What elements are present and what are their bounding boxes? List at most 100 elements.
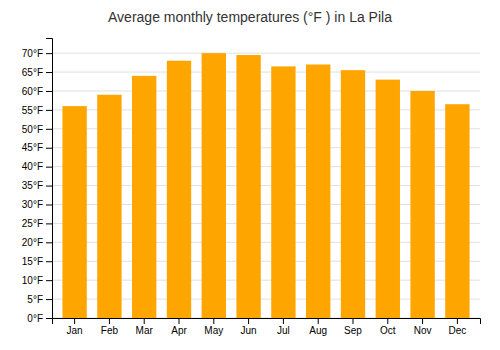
x-tick: Feb — [101, 318, 119, 336]
y-tick: 5°F — [27, 294, 52, 305]
x-tick-label: Jun — [241, 325, 257, 336]
y-tick-label: 0°F — [27, 313, 43, 324]
x-tick: Jan — [67, 318, 83, 336]
bar — [376, 80, 400, 318]
y-tick-mark — [46, 110, 52, 111]
y-tick-mark — [46, 299, 52, 300]
x-tick: Aug — [309, 318, 327, 336]
x-tick: Mar — [136, 318, 154, 336]
x-tick-label: Jul — [277, 325, 290, 336]
y-tick-label: 60°F — [22, 86, 43, 97]
title: Average monthly temperatures (°F ) in La… — [108, 9, 392, 25]
y-tick-label: 50°F — [22, 124, 43, 135]
y-tick-mark — [46, 91, 52, 92]
y-tick-mark — [46, 186, 52, 187]
y-tick: 60°F — [22, 86, 52, 97]
y-tick: 50°F — [22, 124, 52, 135]
y-tick: 0°F — [27, 313, 52, 324]
x-tick-label: Feb — [101, 325, 119, 336]
x-tick-label: Nov — [414, 325, 432, 336]
x-tick: Jun — [241, 318, 257, 336]
y-tick-mark — [46, 148, 52, 149]
y-tick-label: 15°F — [22, 256, 43, 267]
x-tick: Dec — [448, 318, 466, 336]
y-tick-mark — [46, 242, 52, 243]
y-tick-mark — [46, 280, 52, 281]
x-tick: Nov — [414, 318, 432, 336]
y-tick-label: 20°F — [22, 237, 43, 248]
x-tick-mark — [109, 318, 110, 324]
bar — [445, 104, 469, 318]
x-tick-mark — [457, 318, 458, 324]
x-tick-mark — [144, 318, 145, 324]
bar — [306, 64, 330, 318]
y-axis: 0°F 5°F 10°F 15°F 20°F 25°F 30°F 35°F 40°F 45°F 50… — [22, 39, 53, 324]
chart: 0°F 5°F 10°F 15°F 20°F 25°F 30°F 35°F 40°F 45°F 50… — [0, 0, 500, 350]
y-tick-label: 45°F — [22, 142, 43, 153]
y-tick-mark — [46, 53, 52, 54]
x-tick-mark — [352, 318, 353, 324]
x-tick-label: Mar — [136, 325, 154, 336]
y-tick-label: 55°F — [22, 105, 43, 116]
x-tick-label: Oct — [380, 325, 396, 336]
x-tick-label: Aug — [309, 325, 327, 336]
bar — [167, 61, 191, 318]
y-tick: 65°F — [22, 67, 52, 78]
x-axis: Jan Feb Mar Apr May Jun Jul Aug Sep Oct Nov Dec — [53, 318, 481, 336]
y-tick-mark — [46, 72, 52, 73]
y-tick-mark — [46, 129, 52, 130]
y-tick: 55°F — [22, 105, 52, 116]
y-tick-label: 25°F — [22, 218, 43, 229]
bars — [62, 53, 469, 318]
y-tick: 40°F — [22, 161, 52, 172]
x-tick-mark — [74, 318, 75, 324]
bar — [202, 53, 226, 318]
y-tick: 10°F — [22, 275, 52, 286]
y-tick-mark — [46, 223, 52, 224]
bar — [132, 76, 156, 318]
x-tick-label: Apr — [171, 325, 187, 336]
y-tick-label: 65°F — [22, 67, 43, 78]
x-tick-mark — [248, 318, 249, 324]
y-axis-line — [46, 39, 53, 319]
bar — [236, 55, 260, 318]
y-tick: 20°F — [22, 237, 52, 248]
y-tick-label: 35°F — [22, 180, 43, 191]
y-tick-label: 70°F — [22, 48, 43, 59]
x-tick-mark — [213, 318, 214, 324]
y-tick-label: 10°F — [22, 275, 43, 286]
y-tick: 35°F — [22, 180, 52, 191]
x-tick-mark — [422, 318, 423, 324]
x-tick-label: Dec — [448, 325, 466, 336]
bar — [410, 91, 434, 318]
x-tick-mark — [318, 318, 319, 324]
x-tick: Oct — [380, 318, 396, 336]
y-tick-mark — [46, 204, 52, 205]
bar — [341, 70, 365, 318]
x-tick-mark — [283, 318, 284, 324]
x-tick: Apr — [171, 318, 187, 336]
bar — [62, 106, 86, 318]
grid — [52, 53, 480, 318]
x-tick: Sep — [344, 318, 362, 336]
x-tick-mark — [179, 318, 180, 324]
x-tick: May — [204, 318, 223, 336]
y-tick: 15°F — [22, 256, 52, 267]
y-tick-mark — [46, 261, 52, 262]
y-tick-mark — [46, 167, 52, 168]
plot-area: 0°F 5°F 10°F 15°F 20°F 25°F 30°F 35°F 40°F 45°F 50… — [22, 39, 481, 337]
x-tick: Jul — [277, 318, 290, 336]
y-tick: 70°F — [22, 48, 52, 59]
y-tick-label: 30°F — [22, 199, 43, 210]
y-tick: 30°F — [22, 199, 52, 210]
x-axis-line — [53, 319, 481, 325]
y-tick: 45°F — [22, 142, 52, 153]
y-tick-mark — [46, 318, 52, 319]
y-tick: 25°F — [22, 218, 52, 229]
bar — [271, 66, 295, 318]
x-tick-label: Sep — [344, 325, 362, 336]
grid-line — [52, 53, 480, 54]
x-tick-mark — [387, 318, 388, 324]
bar — [97, 95, 121, 318]
x-tick-label: Jan — [67, 325, 83, 336]
